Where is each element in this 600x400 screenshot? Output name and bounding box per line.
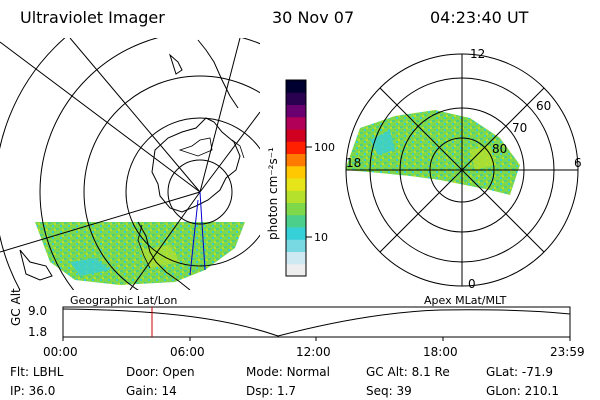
mlt-label-6: 6 bbox=[574, 156, 582, 170]
altitude-curve bbox=[62, 308, 571, 337]
mlat-label-60: 60 bbox=[536, 99, 552, 113]
status-gain: Gain: 14 bbox=[126, 384, 177, 398]
colorbar-segment bbox=[286, 116, 306, 130]
time-label: 04:23:40 UT bbox=[430, 8, 529, 27]
colorbar-segment bbox=[286, 263, 306, 277]
geographic-panel-label: Geographic Lat/Lon bbox=[70, 294, 178, 307]
mlt-label-18: 18 bbox=[346, 156, 362, 170]
colorbar-segment bbox=[286, 178, 306, 191]
status-glon: GLon: 210.1 bbox=[486, 384, 559, 398]
mlt-label-0: 0 bbox=[468, 277, 476, 291]
colorbar-tick-10: 10 bbox=[314, 231, 328, 244]
timeline-xtick-0600: 06:00 bbox=[170, 345, 205, 359]
colorbar-segment bbox=[286, 214, 306, 228]
timeline-ytick-bottom: 1.8 bbox=[28, 325, 48, 339]
colorbar-segment bbox=[286, 129, 306, 142]
colorbar-segment bbox=[286, 141, 306, 154]
date-label: 30 Nov 07 bbox=[272, 8, 355, 27]
status-filter: Flt: LBHL bbox=[10, 365, 64, 379]
status-door: Door: Open bbox=[126, 365, 195, 379]
colorbar-segment bbox=[286, 92, 306, 105]
colorbar-segment bbox=[286, 190, 306, 203]
mlat-label-80: 80 bbox=[492, 142, 508, 156]
colorbar-segment bbox=[286, 251, 306, 265]
instrument-title: Ultraviolet Imager bbox=[20, 8, 165, 27]
status-gc-alt: GC Alt: 8.1 Re bbox=[366, 365, 450, 379]
colorbar-tick-100: 100 bbox=[314, 141, 335, 154]
colorbar-segment bbox=[286, 239, 306, 252]
status-seq: Seq: 39 bbox=[366, 384, 412, 398]
timeline-xtick-2359: 23:59 bbox=[550, 345, 585, 359]
timeline-xtick-1200: 12:00 bbox=[296, 345, 331, 359]
colorbar-segment bbox=[286, 227, 306, 240]
timeline-xtick-0000: 00:00 bbox=[43, 345, 78, 359]
colorbar-segment bbox=[286, 80, 306, 93]
colorbar-segment bbox=[286, 104, 306, 118]
status-dsp: Dsp: 1.7 bbox=[246, 384, 297, 398]
timeline-ylabel: GC Alt bbox=[9, 288, 23, 326]
timeline-ytick-top: 9.0 bbox=[28, 304, 48, 318]
status-ip: IP: 36.0 bbox=[10, 384, 56, 398]
status-mode: Mode: Normal bbox=[246, 365, 330, 379]
colorbar-segment bbox=[286, 165, 306, 179]
apex-panel-label: Apex MLat/MLT bbox=[424, 294, 507, 307]
timeline-xtick-1800: 18:00 bbox=[423, 345, 458, 359]
colorbar-segment bbox=[286, 153, 306, 167]
status-glat: GLat: -71.9 bbox=[486, 365, 553, 379]
colorbar-segment bbox=[286, 202, 306, 216]
mlt-label-12: 12 bbox=[470, 47, 486, 61]
mlat-label-70: 70 bbox=[512, 121, 528, 135]
